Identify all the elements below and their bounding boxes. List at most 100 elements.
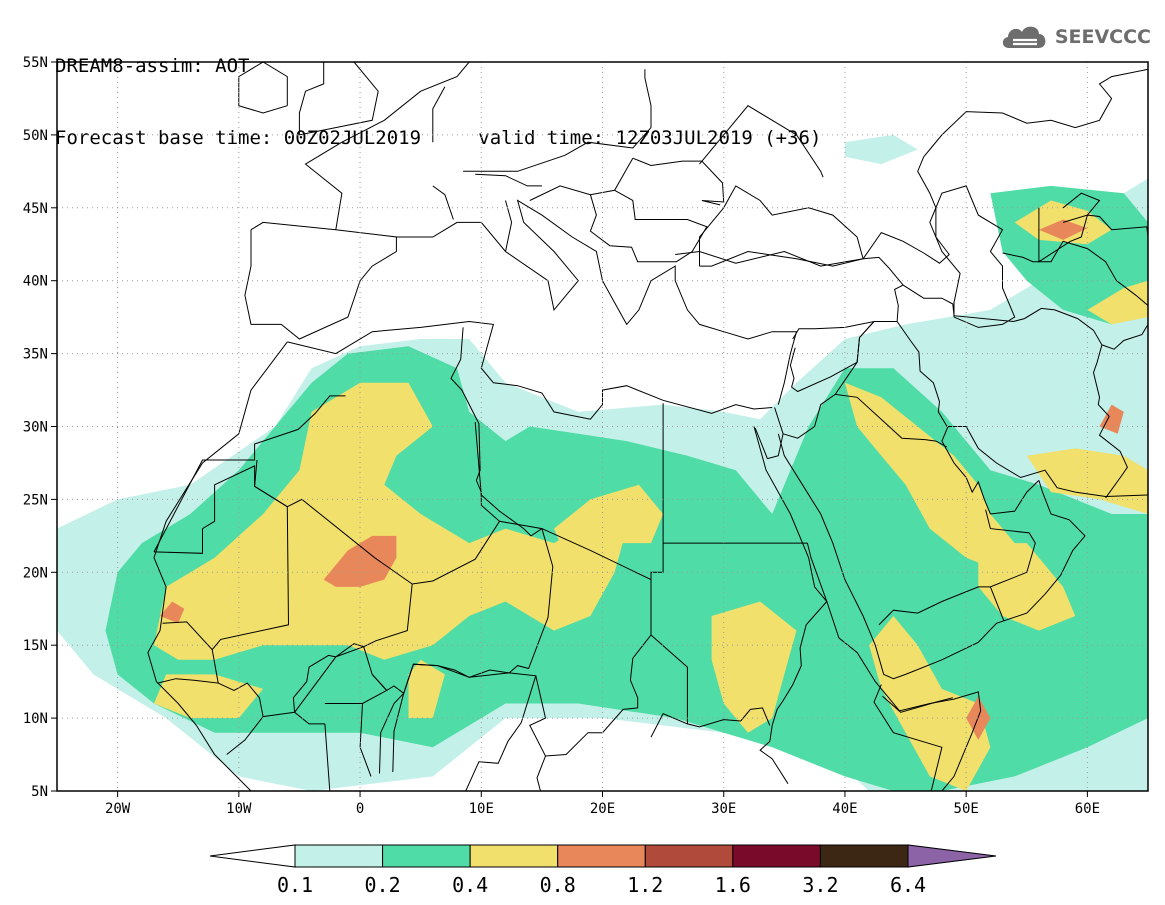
atlantic-coast — [147, 341, 288, 791]
lat-tick-label: 35N — [23, 347, 48, 363]
valid-time: valid time: 12Z03JUL2019 (+36) — [478, 127, 822, 149]
cloud-icon — [1002, 26, 1046, 48]
lon-tick-label: 50E — [954, 801, 979, 817]
guinea-border — [217, 682, 264, 717]
aot-0.8-1.2-kazakh-region — [1038, 219, 1088, 240]
country-borders — [147, 62, 1148, 791]
lon-tick-label: 20W — [105, 801, 131, 817]
afghan-border — [1101, 324, 1148, 350]
aot-0.4-0.8-arabia-region — [844, 382, 1027, 573]
lat-tick-label: 10N — [23, 711, 48, 727]
title-line-1: DREAM8-assim: AOT — [55, 55, 250, 77]
lat-tick-label: 30N — [23, 420, 48, 436]
europe-border-4 — [529, 157, 634, 201]
lat-tick-label: 40N — [23, 274, 48, 290]
aot-0.4-0.8-nigeria-region — [408, 659, 445, 719]
aral-sea — [1062, 192, 1101, 223]
west-africa-border-1 — [157, 649, 219, 684]
aot-0.1-0.2-north-region — [844, 134, 918, 165]
lon-tick-label: 10W — [226, 801, 252, 817]
lat-tick-label: 50N — [23, 128, 48, 144]
france-coast — [304, 62, 470, 230]
aot-0.4-0.8-oman-region — [978, 543, 1076, 631]
europe-border-2 — [432, 86, 446, 143]
red-sea-west — [753, 426, 982, 791]
mali-niger-border — [293, 583, 413, 725]
sinai-border — [754, 407, 784, 460]
uzbek-border — [1038, 207, 1148, 263]
aot-0.4-0.8-iran-region — [1026, 448, 1148, 514]
legend-swatch — [557, 844, 646, 868]
legend-high-arrow — [907, 844, 997, 868]
lon-tick-label: 10E — [469, 801, 494, 817]
europe-border-3 — [432, 185, 454, 220]
lon-tick-label: 20E — [590, 801, 615, 817]
legend-swatch — [819, 844, 909, 868]
cameroon-car-border — [529, 675, 547, 791]
iberia-coast — [244, 221, 397, 340]
libya-chad-border — [541, 528, 664, 581]
iran-border — [902, 284, 1128, 499]
lon-tick-label: 40E — [832, 801, 857, 817]
legend-swatch — [469, 844, 559, 868]
europe-border-5 — [589, 189, 708, 263]
lat-tick-label: 15N — [23, 638, 48, 654]
italy-inner — [505, 200, 513, 252]
sudan-inner-border — [650, 634, 688, 724]
aot-0.4-0.8-turkmen-region — [1087, 280, 1148, 325]
logo-text: SEEVCCC — [1054, 26, 1151, 48]
aot-0.4-0.8-sudan-region — [711, 601, 797, 733]
europe-border-1 — [463, 69, 652, 172]
turkmen-border — [1002, 240, 1148, 306]
russia-border — [699, 105, 824, 178]
lat-tick-label: 25N — [23, 492, 48, 508]
lon-tick-label: 60E — [1075, 801, 1100, 817]
sudan-ethiopia-border — [759, 542, 828, 784]
turkey-border — [675, 250, 904, 322]
chad-sudan-border — [545, 579, 652, 757]
aot-0.4-0.8-chad-region — [554, 484, 664, 558]
aot-field — [57, 134, 1148, 791]
caucasus-border — [862, 156, 950, 264]
mali-burkina-border — [292, 646, 388, 713]
legend-label: 1.2 — [627, 873, 663, 897]
red-sea-east — [777, 433, 1086, 680]
west-africa-border-2 — [226, 711, 295, 755]
legend-low-arrow — [209, 844, 296, 868]
europe-border-6 — [475, 173, 542, 187]
libya-egypt-border — [662, 403, 808, 544]
legend-label: 0.2 — [365, 873, 401, 897]
legend-label: 1.6 — [715, 873, 751, 897]
lat-tick-label: 45N — [23, 201, 48, 217]
niger-chad-border — [371, 520, 554, 695]
lat-tick-label: 20N — [23, 565, 48, 581]
lat-tick-label: 55N — [23, 55, 48, 71]
libya-algeria-border — [474, 422, 543, 537]
kazakh-border — [923, 68, 1148, 158]
aot-0.4-0.8-sahara-region — [154, 382, 627, 660]
axis-ticks: 55N 50N 45N 40N 35N 30N 25N 20N 15N 10N 5N 20W 10W 0 1… — [23, 55, 1100, 817]
legend-swatch — [294, 844, 384, 868]
map-title: DREAM8-assim: AOT Forecast base time: 00… — [55, 6, 821, 174]
ukraine-border — [632, 157, 725, 206]
lat-lon-grid — [57, 62, 1148, 791]
sudan-south-border — [650, 707, 771, 738]
saudi-north-border — [782, 393, 948, 448]
legend-swatch — [732, 844, 821, 868]
legend-swatch — [644, 844, 734, 868]
legend-label: 3.2 — [802, 873, 838, 897]
aot-0.8-1.2-mali-region — [323, 535, 397, 587]
west-africa-border-3 — [324, 723, 331, 791]
lat-tick-label: 5N — [31, 784, 48, 800]
legend-label: 0.4 — [452, 873, 488, 897]
ireland-coast — [238, 62, 288, 114]
lon-tick-label: 0 — [356, 801, 364, 817]
forecast-base-time: Forecast base time: 00Z02JUL2019 — [55, 127, 422, 149]
gulf-coast — [941, 426, 1148, 515]
legend-label: 6.4 — [890, 873, 926, 897]
britain-coast — [298, 62, 379, 136]
aot-0.1-0.2-gulf-patch — [954, 346, 1039, 398]
legend-swatch — [382, 844, 471, 868]
algeria-mali-border — [254, 327, 501, 585]
